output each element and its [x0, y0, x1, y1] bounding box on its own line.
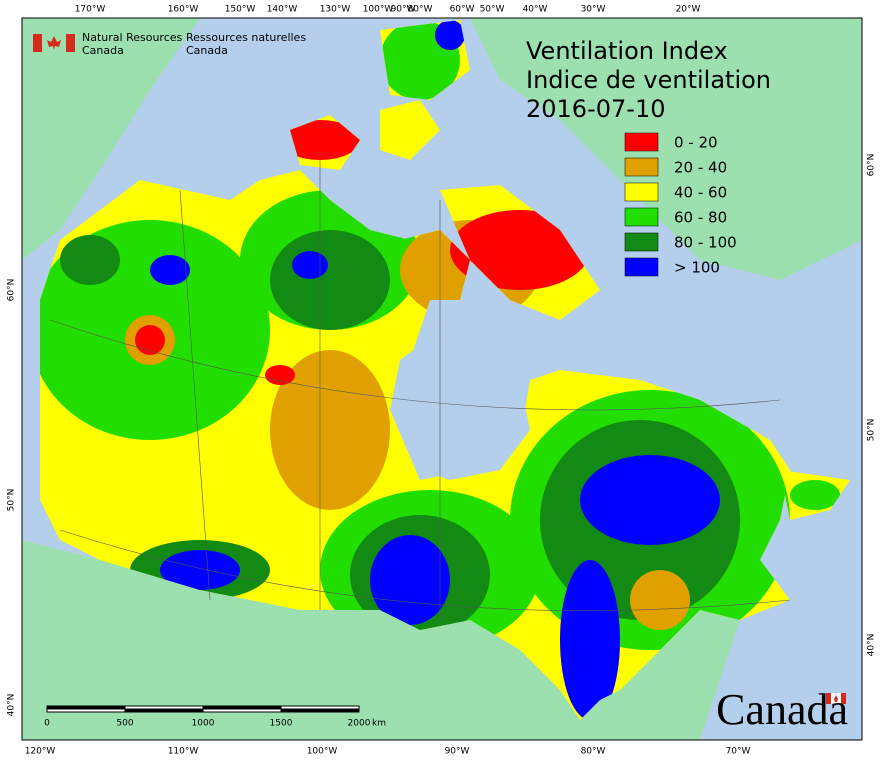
legend-swatch	[624, 207, 659, 227]
scale-label: 500	[116, 719, 133, 729]
agency-en: Natural Resources	[82, 31, 183, 44]
top-lon-label: 150°W	[225, 5, 256, 15]
greenland	[470, 18, 862, 280]
legend-label: 80 - 100	[674, 234, 737, 252]
bottom-lon-label: 110°W	[168, 747, 199, 757]
bottom-lon-label: 120°W	[25, 747, 56, 757]
title: Ventilation Index	[526, 37, 728, 65]
title: Indice de ventilation	[526, 66, 771, 94]
top-lon-label: 140°W	[267, 5, 298, 15]
top-lon-label: 30°W	[581, 5, 606, 15]
legend-swatch	[624, 132, 659, 152]
agency-fr: Ressources naturelles	[186, 31, 306, 44]
graticule	[49, 160, 791, 620]
legend-swatch	[624, 257, 659, 277]
usa	[22, 540, 740, 740]
right-lat-label: 60°N	[867, 154, 877, 177]
top-lon-label: 170°W	[75, 5, 106, 15]
map-body	[22, 18, 862, 740]
legend-label: 40 - 60	[674, 184, 727, 202]
map-frame	[21, 17, 863, 741]
left-lat-label: 60°N	[7, 279, 17, 302]
top-lon-label: 160°W	[168, 5, 199, 15]
top-lon-label: 40°W	[523, 5, 548, 15]
scale-label: 1500	[270, 719, 293, 729]
alaska	[22, 18, 200, 260]
legend-swatch	[624, 232, 659, 252]
scale-unit: km	[372, 719, 386, 729]
top-lon-label: 50°W	[480, 5, 505, 15]
top-lon-label: 100°W	[363, 5, 394, 15]
scale-label: 2000	[348, 719, 371, 729]
legend-swatch	[624, 182, 659, 202]
agency-en: Canada	[82, 44, 124, 57]
agency-fr: Canada	[186, 44, 228, 57]
legend-label: 0 - 20	[674, 134, 718, 152]
legend-label: 20 - 40	[674, 159, 727, 177]
top-lon-label: 60°W	[450, 5, 475, 15]
wordmark-flag	[826, 693, 846, 704]
scale-label: 1000	[192, 719, 215, 729]
left-lat-label: 40°N	[7, 694, 17, 717]
legend-label: 60 - 80	[674, 209, 727, 227]
bottom-lon-label: 70°W	[726, 747, 751, 757]
date: 2016-07-10	[526, 95, 665, 123]
legend-label: > 100	[674, 259, 720, 277]
right-lat-label: 40°N	[867, 634, 877, 657]
left-lat-label: 50°N	[7, 489, 17, 512]
top-lon-label: 130°W	[320, 5, 351, 15]
scale-label: 0	[44, 719, 50, 729]
scale-bar	[46, 705, 360, 713]
top-lon-label: 90°W	[391, 5, 416, 15]
top-lon-label: 20°W	[676, 5, 701, 15]
bottom-lon-label: 100°W	[307, 747, 338, 757]
top-lon-label: 80°W	[408, 5, 433, 15]
agency-logo	[33, 34, 75, 52]
bottom-lon-label: 90°W	[445, 747, 470, 757]
bottom-lon-label: 80°W	[581, 747, 606, 757]
wordmark: Canada	[716, 685, 848, 734]
legend-swatch	[624, 157, 659, 177]
right-lat-label: 50°N	[867, 419, 877, 442]
